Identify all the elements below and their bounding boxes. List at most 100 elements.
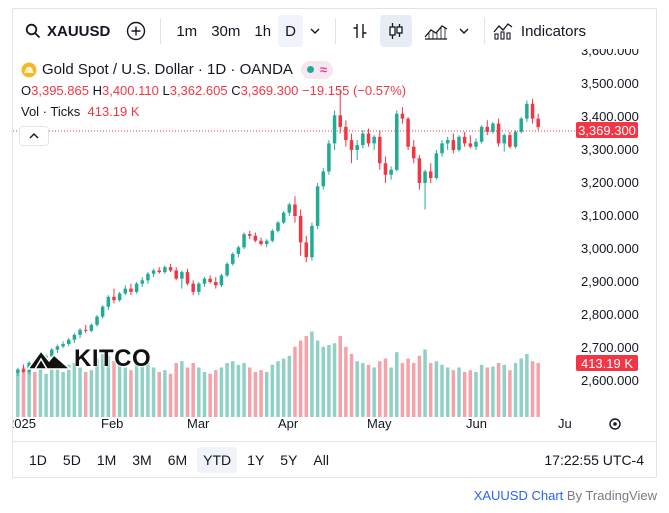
collapse-legend-button[interactable]: [19, 126, 49, 146]
chart-type-dropdown[interactable]: [452, 15, 476, 47]
settings-button[interactable]: [609, 418, 621, 430]
volume-bar: [157, 372, 161, 417]
timeframe-dropdown[interactable]: [303, 15, 327, 47]
volume-bar: [66, 364, 71, 417]
candle-body: [72, 334, 77, 340]
kitco-mountain-icon: [27, 349, 71, 370]
market-status-pill[interactable]: ≈: [300, 60, 334, 79]
top-toolbar: XAUUSD 1m 30m 1h D: [13, 9, 656, 53]
volume-bar: [389, 367, 393, 417]
candle-body: [214, 282, 218, 286]
volume-bar: [451, 370, 456, 417]
volume-tag: 413.19 K: [576, 355, 638, 371]
range-5d[interactable]: 5D: [62, 451, 81, 468]
candle-body: [462, 136, 467, 144]
range-all[interactable]: All: [313, 451, 329, 468]
range-3m[interactable]: 3M: [132, 451, 152, 468]
volume-bar: [202, 372, 207, 417]
candle-body: [270, 230, 275, 241]
candle-body: [117, 293, 122, 301]
indicators-label: Indicators: [520, 22, 586, 40]
time-axis: 2025 Feb Mar Apr May Jun Ju: [13, 416, 572, 431]
candle-body: [95, 316, 99, 325]
volume-bar: [276, 361, 280, 417]
x-tick: Apr: [278, 416, 299, 431]
timeframe-1h[interactable]: 1h: [254, 22, 272, 40]
candle-body: [197, 283, 201, 292]
volume-bar: [180, 361, 184, 417]
last-price-tag: 3,369.300: [576, 122, 638, 138]
volume-bar: [197, 367, 201, 417]
chevron-up-icon: [29, 133, 39, 139]
symbol-name: XAUUSD: [47, 22, 111, 40]
volume-bar: [270, 364, 275, 417]
chevron-down-icon: [310, 28, 320, 34]
candle-body: [287, 204, 292, 213]
range-6m[interactable]: 6M: [167, 451, 188, 468]
range-5y[interactable]: 5Y: [280, 451, 298, 468]
x-tick: Jun: [466, 416, 487, 431]
candle-body: [281, 212, 286, 223]
candle-body: [530, 103, 535, 119]
range-1d[interactable]: 1D: [29, 451, 47, 468]
candle-body: [134, 283, 139, 292]
candle-body: [361, 133, 365, 146]
volume-bar: [474, 372, 478, 417]
volume-bar: [293, 346, 297, 417]
x-tick: May: [367, 416, 392, 431]
candle-body: [378, 136, 382, 164]
candle-body: [457, 136, 461, 150]
candles-style-button[interactable]: [379, 15, 412, 47]
kitco-logo: KITCO: [27, 345, 151, 373]
indicators-button[interactable]: Indicators: [493, 15, 586, 47]
volume-bar: [89, 370, 94, 417]
candle-body: [151, 270, 156, 274]
candle-body: [123, 288, 128, 294]
candle-body: [349, 140, 354, 150]
range-1y[interactable]: 1Y: [247, 451, 265, 468]
candle-body: [231, 253, 235, 264]
volume-bar: [242, 363, 246, 417]
candle-body: [372, 136, 376, 144]
candle-body: [157, 270, 161, 273]
volume-bar: [134, 363, 139, 417]
volume-bar: [423, 349, 427, 417]
attribution[interactable]: XAUUSD Chart By TradingView: [474, 488, 657, 503]
candle-body: [519, 118, 523, 132]
clock[interactable]: 17:22:55 UTC-4: [544, 451, 644, 468]
bar-replay-button[interactable]: [344, 15, 376, 47]
volume-bar: [457, 367, 461, 417]
candle-body: [236, 247, 241, 254]
price-chart[interactable]: 3,600.000 3,500.000 3,400.000 3,300.000 …: [13, 49, 657, 441]
candle-body: [321, 171, 325, 187]
candle-body: [247, 234, 252, 236]
area-style-button[interactable]: [420, 15, 452, 47]
volume-bar: [61, 372, 65, 417]
compare-button[interactable]: [120, 15, 152, 47]
candle-body: [180, 272, 184, 279]
volume-bar: [298, 340, 303, 417]
range-1m[interactable]: 1M: [96, 451, 117, 468]
candle-body: [502, 135, 506, 144]
y-tick: 3,500.000: [581, 76, 639, 91]
candle-body: [395, 113, 399, 170]
candle-body: [259, 240, 263, 245]
timeframe-30m[interactable]: 30m: [211, 22, 241, 40]
range-ytd[interactable]: YTD: [197, 446, 238, 473]
volume-bar: [185, 367, 190, 417]
candle-body: [66, 339, 71, 345]
candles: [16, 90, 540, 377]
attribution-link[interactable]: XAUUSD Chart: [473, 488, 564, 503]
timeframe-1m[interactable]: 1m: [176, 22, 198, 40]
chevron-down-icon: [459, 28, 469, 34]
volume-bar: [479, 364, 484, 417]
volume-bar: [304, 336, 309, 417]
candle-body: [298, 216, 303, 243]
candle-body: [508, 135, 512, 147]
timeframe-d[interactable]: D: [278, 15, 303, 47]
candle-body: [315, 186, 320, 226]
wave-icon: ≈: [319, 62, 328, 77]
volume-bar: [129, 370, 133, 417]
candle-body: [185, 272, 190, 284]
symbol-search[interactable]: XAUUSD: [25, 15, 110, 47]
